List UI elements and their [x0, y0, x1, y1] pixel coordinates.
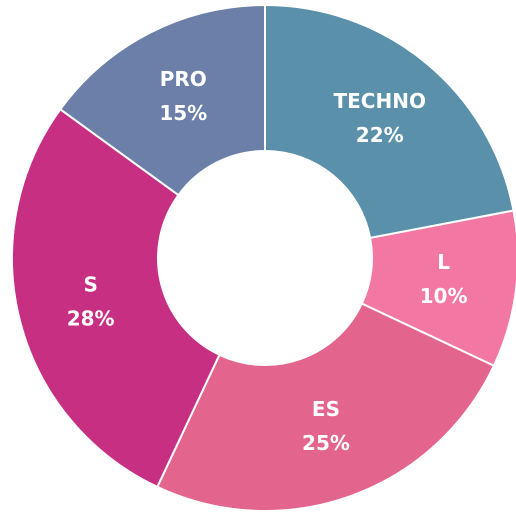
- slice-label: ES: [312, 397, 340, 421]
- donut-slice: [155, 302, 496, 512]
- value-label: 28%: [67, 306, 115, 330]
- slice-label: S: [83, 272, 97, 296]
- slice-label: PRO: [160, 67, 207, 91]
- slice-label: L: [437, 250, 450, 274]
- value-label: 10%: [420, 284, 468, 308]
- value-label: 22%: [356, 123, 404, 147]
- value-label: 15%: [159, 101, 207, 125]
- donut-slice: [11, 107, 221, 489]
- slice-label: TECHNO: [334, 89, 426, 113]
- value-label: 25%: [302, 431, 350, 455]
- donut-slice: [264, 3, 515, 240]
- donut-slice: [58, 3, 266, 197]
